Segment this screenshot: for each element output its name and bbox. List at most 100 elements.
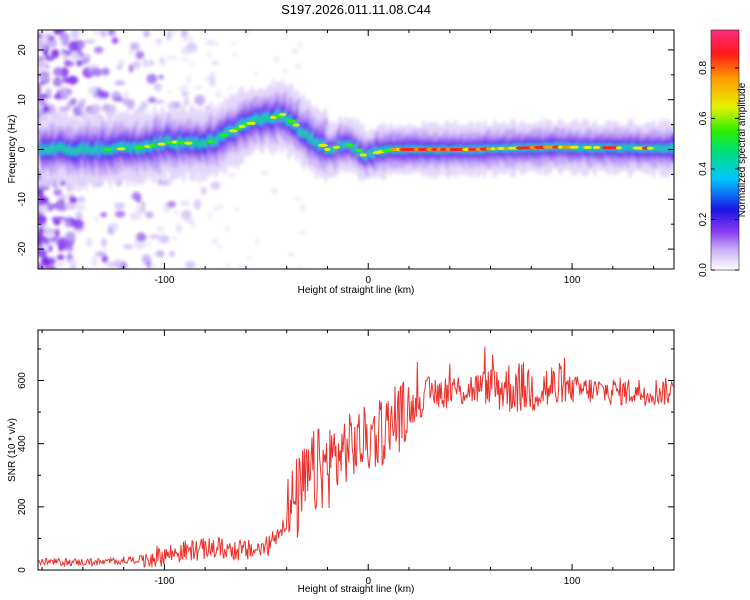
noise-blob <box>146 63 151 68</box>
y-tick-label: 20 <box>17 44 28 56</box>
noise-blob <box>101 255 109 263</box>
noise-blob <box>38 262 45 269</box>
noise-blob <box>38 232 43 243</box>
spectrogram-ylabel: Frequency (Hz) <box>7 115 18 184</box>
noise-blob <box>101 30 106 38</box>
noise-blob <box>38 94 45 103</box>
noise-blob <box>200 186 207 195</box>
noise-blob <box>235 206 239 213</box>
noise-blob <box>56 237 69 249</box>
y-tick-label: 400 <box>17 435 28 452</box>
noise-blob <box>190 221 196 228</box>
ridge-peak <box>233 126 243 131</box>
noise-blob <box>114 210 126 218</box>
ridge-peak <box>332 145 341 149</box>
x-tick-label: 100 <box>564 275 581 286</box>
ridge-peak <box>569 145 579 149</box>
noise-blob <box>101 237 108 248</box>
noise-blob <box>42 48 49 57</box>
noise-blob <box>93 46 104 54</box>
noise-blob <box>207 80 214 85</box>
noise-blob <box>254 70 258 77</box>
noise-blob <box>179 200 191 206</box>
noise-blob <box>102 103 112 113</box>
noise-blob <box>190 61 196 67</box>
noise-blob <box>208 212 213 219</box>
noise-blob <box>194 177 200 183</box>
ridge-peak <box>116 147 126 151</box>
noise-blob <box>72 218 84 230</box>
noise-blob <box>42 105 50 112</box>
noise-blob <box>157 87 161 94</box>
colorbar: 0.0 0.2 0.4 0.6 0.8 Normalized spectral ampl… <box>698 29 748 277</box>
noise-blob <box>90 103 102 115</box>
noise-blob <box>93 30 104 35</box>
y-tick-label: 600 <box>17 372 28 389</box>
noise-blob <box>39 80 45 86</box>
noise-blob <box>160 59 167 66</box>
noise-blob <box>111 37 119 44</box>
noise-blob <box>204 76 211 82</box>
noise-blob <box>92 67 103 77</box>
noise-blob <box>185 76 192 83</box>
noise-blob <box>70 30 80 40</box>
noise-blob <box>184 260 196 269</box>
noise-blob <box>76 196 86 203</box>
noise-blob <box>158 74 164 80</box>
noise-blob <box>41 256 51 267</box>
ridge-peak <box>292 123 300 127</box>
ridge-peak <box>467 147 475 152</box>
colorbar-tick-label: 0.6 <box>698 111 709 125</box>
noise-blob <box>183 97 189 107</box>
noise-blob <box>273 56 280 62</box>
noise-blob <box>47 36 55 41</box>
noise-blob <box>54 228 60 238</box>
noise-blob <box>128 64 134 73</box>
noise-blob <box>293 197 302 201</box>
ridge-peak <box>485 147 492 151</box>
noise-blob <box>151 253 159 257</box>
ridge-peak <box>354 148 363 153</box>
y-tick-label: 200 <box>17 498 28 515</box>
x-tick-label: 0 <box>365 275 371 286</box>
noise-blob <box>132 60 141 69</box>
noise-blob <box>215 90 222 98</box>
noise-blob <box>38 214 47 226</box>
chart-title: S197.2026.011.11.08.C44 <box>281 2 431 17</box>
noise-blob <box>237 264 245 268</box>
noise-blob <box>87 85 97 96</box>
noise-blob <box>85 237 93 248</box>
noise-blob <box>39 101 48 106</box>
noise-blob <box>64 61 75 67</box>
noise-blob <box>153 99 165 104</box>
noise-blob <box>282 68 288 74</box>
noise-blob <box>181 57 190 62</box>
noise-blob <box>59 32 70 42</box>
noise-blob <box>194 85 203 91</box>
noise-blob <box>213 206 219 212</box>
noise-blob <box>44 266 57 269</box>
colorbar-tick-label: 0.0 <box>698 263 709 277</box>
noise-blob <box>46 229 53 241</box>
ridge-peak <box>318 143 328 147</box>
noise-blob <box>75 59 84 67</box>
noise-blob <box>227 173 236 178</box>
noise-blob <box>181 209 192 220</box>
noise-blob <box>126 99 135 110</box>
noise-blob <box>59 91 69 100</box>
noise-blob <box>66 259 78 265</box>
noise-blob <box>245 256 253 260</box>
colorbar-tick-label: 0.4 <box>698 162 709 176</box>
y-tick-label: 0 <box>17 146 28 152</box>
noise-blob <box>44 237 49 246</box>
noise-blob <box>166 55 174 60</box>
noise-blob <box>182 84 187 91</box>
ridge-peak <box>157 142 166 146</box>
ridge-peak <box>346 143 354 147</box>
noise-blob <box>58 106 70 113</box>
noise-blob <box>38 82 41 92</box>
snr-xlabel: Height of straight line (km) <box>298 584 415 595</box>
noise-blob <box>167 90 173 94</box>
noise-blob <box>225 263 231 268</box>
